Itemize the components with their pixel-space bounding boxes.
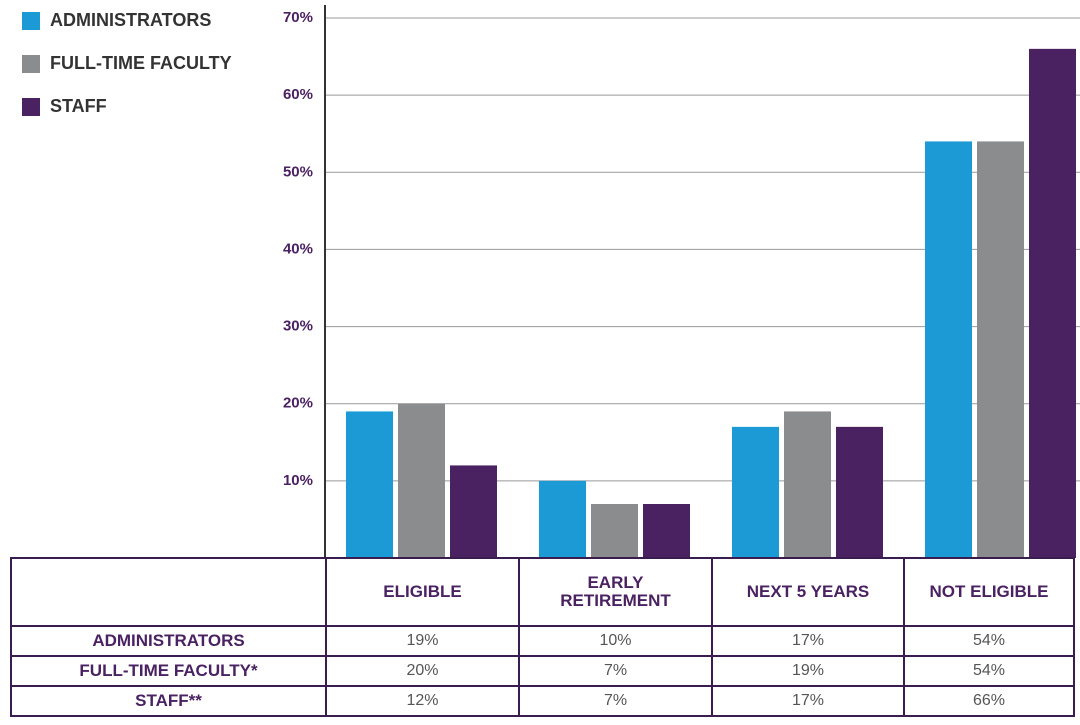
y-tick-label: 30% <box>283 318 313 335</box>
table-cell: 19% <box>711 655 905 687</box>
legend-swatch <box>22 98 40 116</box>
bar <box>732 426 779 558</box>
bar <box>346 411 393 558</box>
y-tick-label: 60% <box>283 86 313 103</box>
legend-swatch <box>22 55 40 73</box>
table-cell: 19% <box>325 625 520 657</box>
table-cell: 54% <box>903 625 1075 657</box>
legend-label: ADMINISTRATORS <box>50 10 211 30</box>
table-cell: 12% <box>325 685 520 717</box>
category-header: ELIGIBLE <box>325 557 520 627</box>
category-label: EARLY RETIREMENT <box>560 573 671 610</box>
y-tick-label: 70% <box>283 9 313 26</box>
bar <box>1029 48 1076 558</box>
y-tick-label: 40% <box>283 240 313 257</box>
table-header-row: ELIGIBLE EARLY RETIREMENT NEXT 5 YEARS NOT … <box>10 557 1075 627</box>
bar <box>398 403 445 558</box>
category-header: NOT ELIGIBLE <box>903 557 1075 627</box>
table-cell: 17% <box>711 625 905 657</box>
category-header: NEXT 5 YEARS <box>711 557 905 627</box>
y-tick-label: 50% <box>283 163 313 180</box>
data-table: ELIGIBLE EARLY RETIREMENT NEXT 5 YEARS NOT … <box>10 557 1075 717</box>
category-label: ELIGIBLE <box>383 582 462 601</box>
bar <box>591 504 638 558</box>
row-label: STAFF** <box>10 685 327 717</box>
table-cell: 66% <box>903 685 1075 717</box>
table-cell: 7% <box>518 655 713 687</box>
category-header: EARLY RETIREMENT <box>518 557 713 627</box>
legend-label: FULL-TIME FACULTY <box>50 53 232 73</box>
bar <box>925 141 972 558</box>
legend-label: STAFF <box>50 96 107 116</box>
table-row: FULL-TIME FACULTY* 20% 7% 19% 54% <box>10 655 1075 687</box>
table-row: ADMINISTRATORS 19% 10% 17% 54% <box>10 625 1075 657</box>
bar <box>836 426 883 558</box>
table-row: STAFF** 12% 7% 17% 66% <box>10 685 1075 717</box>
bar <box>784 411 831 558</box>
chart: 10% 20% 30% 40% 50% 60% 70% ADMINISTRATORS FULL-… <box>22 5 1080 558</box>
bar <box>539 480 586 558</box>
bar <box>643 504 690 558</box>
legend-swatch <box>22 12 40 30</box>
row-label: FULL-TIME FACULTY* <box>10 655 327 687</box>
table-cell: 7% <box>518 685 713 717</box>
row-label: ADMINISTRATORS <box>10 625 327 657</box>
table-cell: 54% <box>903 655 1075 687</box>
table-cell: 17% <box>711 685 905 717</box>
y-tick-label: 10% <box>283 472 313 489</box>
table-cell: 10% <box>518 625 713 657</box>
table-cell: 20% <box>325 655 520 687</box>
y-tick-label: 20% <box>283 395 313 412</box>
bar <box>450 465 497 558</box>
bar <box>977 141 1024 558</box>
category-label: NEXT 5 YEARS <box>746 582 870 601</box>
category-label: NOT ELIGIBLE <box>929 582 1049 601</box>
table-corner <box>10 557 327 627</box>
